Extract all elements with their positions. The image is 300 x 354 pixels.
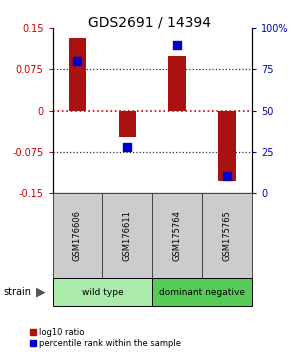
Bar <box>118 111 136 137</box>
Text: GDS2691 / 14394: GDS2691 / 14394 <box>88 16 212 30</box>
Text: wild type: wild type <box>82 287 123 297</box>
Bar <box>202 193 252 278</box>
Bar <box>102 193 152 278</box>
Text: ▶: ▶ <box>36 286 45 298</box>
Point <box>125 144 130 150</box>
Point <box>175 42 180 48</box>
Bar <box>218 111 236 181</box>
Text: GSM176606: GSM176606 <box>73 210 82 261</box>
Bar <box>52 278 152 306</box>
Point <box>75 58 80 64</box>
Bar <box>69 38 86 111</box>
Bar <box>169 56 186 111</box>
Text: strain: strain <box>3 287 31 297</box>
Point <box>225 174 230 179</box>
Text: GSM175765: GSM175765 <box>223 210 232 261</box>
Bar <box>52 193 102 278</box>
Bar <box>152 278 252 306</box>
Text: GSM175764: GSM175764 <box>173 210 182 261</box>
Legend: log10 ratio, percentile rank within the sample: log10 ratio, percentile rank within the … <box>28 326 183 350</box>
Text: GSM176611: GSM176611 <box>123 210 132 261</box>
Bar <box>152 193 202 278</box>
Text: dominant negative: dominant negative <box>159 287 245 297</box>
